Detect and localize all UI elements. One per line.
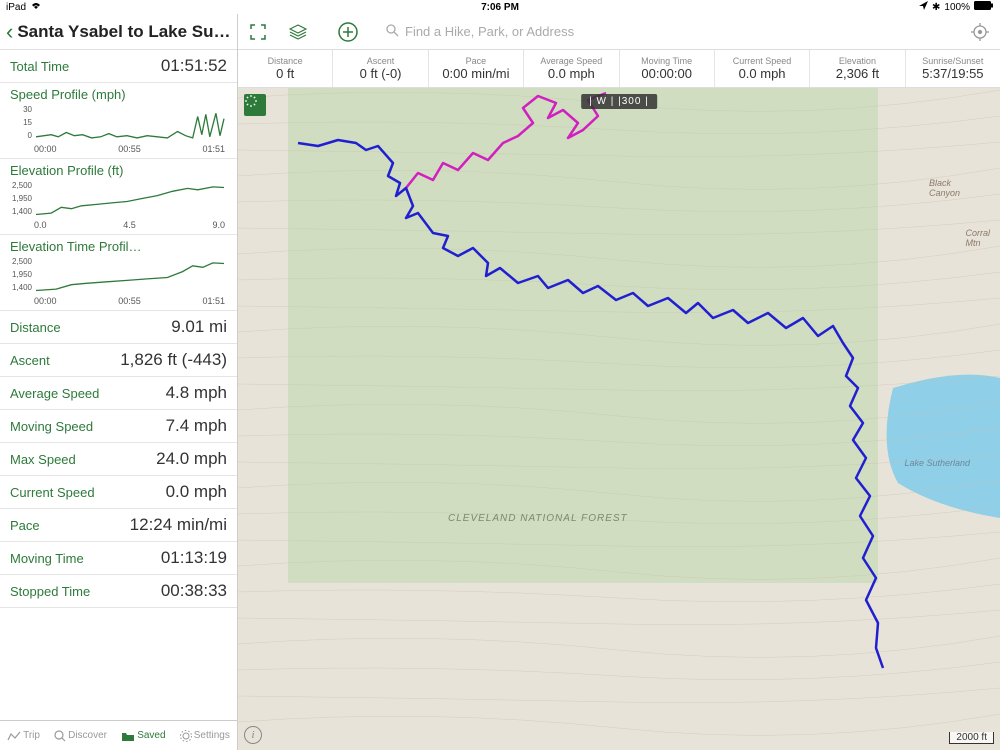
forest-label: CLEVELAND NATIONAL FOREST bbox=[448, 513, 628, 524]
ribbon-cell[interactable]: Moving Time00:00:00 bbox=[620, 50, 715, 87]
location-icon bbox=[919, 1, 928, 13]
stat-row: Total Time01:51:52 bbox=[0, 50, 237, 83]
speed-profile[interactable]: Speed Profile (mph) 30150 00:0000:5501:5… bbox=[0, 83, 237, 159]
svg-text:1,400: 1,400 bbox=[12, 283, 33, 292]
svg-text:1,400: 1,400 bbox=[12, 207, 33, 216]
elev-dist-title: Elevation Profile (ft) bbox=[10, 163, 227, 178]
map-scale: 2000 ft bbox=[949, 732, 994, 744]
stat-row: Current Speed0.0 mph bbox=[0, 476, 237, 509]
place-black-canyon: BlackCanyon bbox=[929, 178, 960, 198]
nav-discover[interactable]: Discover bbox=[54, 730, 107, 742]
battery-pct: 100% bbox=[944, 2, 970, 13]
loading-badge bbox=[244, 94, 266, 116]
map-view[interactable]: | W | |300 | CLEVELAND NATIONAL FOREST L… bbox=[238, 88, 1000, 750]
svg-text:1,950: 1,950 bbox=[12, 270, 33, 279]
ribbon-cell[interactable]: Average Speed0.0 mph bbox=[524, 50, 619, 87]
elevation-time-profile[interactable]: Elevation Time Profil… 2,5001,9501,400 0… bbox=[0, 235, 237, 311]
svg-text:15: 15 bbox=[23, 118, 32, 127]
search-field[interactable]: Find a Hike, Park, or Address bbox=[378, 24, 960, 40]
svg-text:1,950: 1,950 bbox=[12, 194, 33, 203]
ribbon-cell[interactable]: Elevation2,306 ft bbox=[810, 50, 905, 87]
stat-row: Average Speed4.8 mph bbox=[0, 377, 237, 410]
map-toolbar: Find a Hike, Park, or Address bbox=[238, 14, 1000, 50]
nav-settings[interactable]: Settings bbox=[180, 730, 230, 742]
wifi-icon bbox=[30, 1, 42, 13]
device-label: iPad bbox=[6, 2, 26, 13]
clock: 7:06 PM bbox=[481, 2, 519, 13]
bottom-nav: Trip Discover Saved Settings bbox=[0, 720, 237, 750]
bluetooth-icon: ✱ bbox=[932, 2, 940, 13]
stat-row: Moving Speed7.4 mph bbox=[0, 410, 237, 443]
stat-row: Ascent1,826 ft (-443) bbox=[0, 344, 237, 377]
main-panel: Find a Hike, Park, or Address Distance0 … bbox=[238, 14, 1000, 750]
add-button[interactable] bbox=[318, 22, 378, 42]
svg-text:0: 0 bbox=[28, 131, 33, 140]
ribbon-cell[interactable]: Sunrise/Sunset5:37/19:55 bbox=[906, 50, 1000, 87]
ribbon-cell[interactable]: Ascent0 ft (-0) bbox=[333, 50, 428, 87]
svg-text:2,500: 2,500 bbox=[12, 257, 33, 266]
sidebar-header[interactable]: ‹ Santa Ysabel to Lake Sut… bbox=[0, 14, 237, 50]
locate-button[interactable] bbox=[960, 23, 1000, 41]
track-title: Santa Ysabel to Lake Sut… bbox=[17, 22, 231, 42]
svg-text:30: 30 bbox=[23, 105, 32, 114]
speed-profile-title: Speed Profile (mph) bbox=[10, 87, 227, 102]
search-icon bbox=[386, 24, 399, 40]
fullscreen-button[interactable] bbox=[238, 24, 278, 40]
compass-heading: | W | |300 | bbox=[581, 94, 657, 109]
nav-saved[interactable]: Saved bbox=[121, 730, 165, 742]
back-icon[interactable]: ‹ bbox=[6, 19, 13, 45]
place-corral-mtn: CorralMtn bbox=[965, 228, 990, 248]
elevation-distance-profile[interactable]: Elevation Profile (ft) 2,5001,9501,400 0… bbox=[0, 159, 237, 235]
ribbon-cell[interactable]: Distance0 ft bbox=[238, 50, 333, 87]
stats-ribbon: Distance0 ftAscent0 ft (-0)Pace0:00 min/… bbox=[238, 50, 1000, 88]
nav-trip[interactable]: Trip bbox=[7, 730, 40, 742]
stat-row: Pace12:24 min/mi bbox=[0, 509, 237, 542]
map-info-button[interactable]: i bbox=[244, 726, 262, 744]
battery-icon bbox=[974, 1, 994, 13]
stat-row: Max Speed24.0 mph bbox=[0, 443, 237, 476]
sidebar: ‹ Santa Ysabel to Lake Sut… Total Time01… bbox=[0, 14, 238, 750]
elev-time-title: Elevation Time Profil… bbox=[10, 239, 227, 254]
svg-text:2,500: 2,500 bbox=[12, 181, 33, 190]
stat-row: Stopped Time00:38:33 bbox=[0, 575, 237, 608]
ribbon-cell[interactable]: Current Speed0.0 mph bbox=[715, 50, 810, 87]
stat-row: Distance9.01 mi bbox=[0, 311, 237, 344]
search-placeholder: Find a Hike, Park, or Address bbox=[405, 24, 574, 39]
ios-status-bar: iPad 7:06 PM ✱ 100% bbox=[0, 0, 1000, 14]
stat-row: Moving Time01:13:19 bbox=[0, 542, 237, 575]
layers-button[interactable] bbox=[278, 24, 318, 40]
ribbon-cell[interactable]: Pace0:00 min/mi bbox=[429, 50, 524, 87]
lake-label: Lake Sutherland bbox=[904, 458, 970, 468]
